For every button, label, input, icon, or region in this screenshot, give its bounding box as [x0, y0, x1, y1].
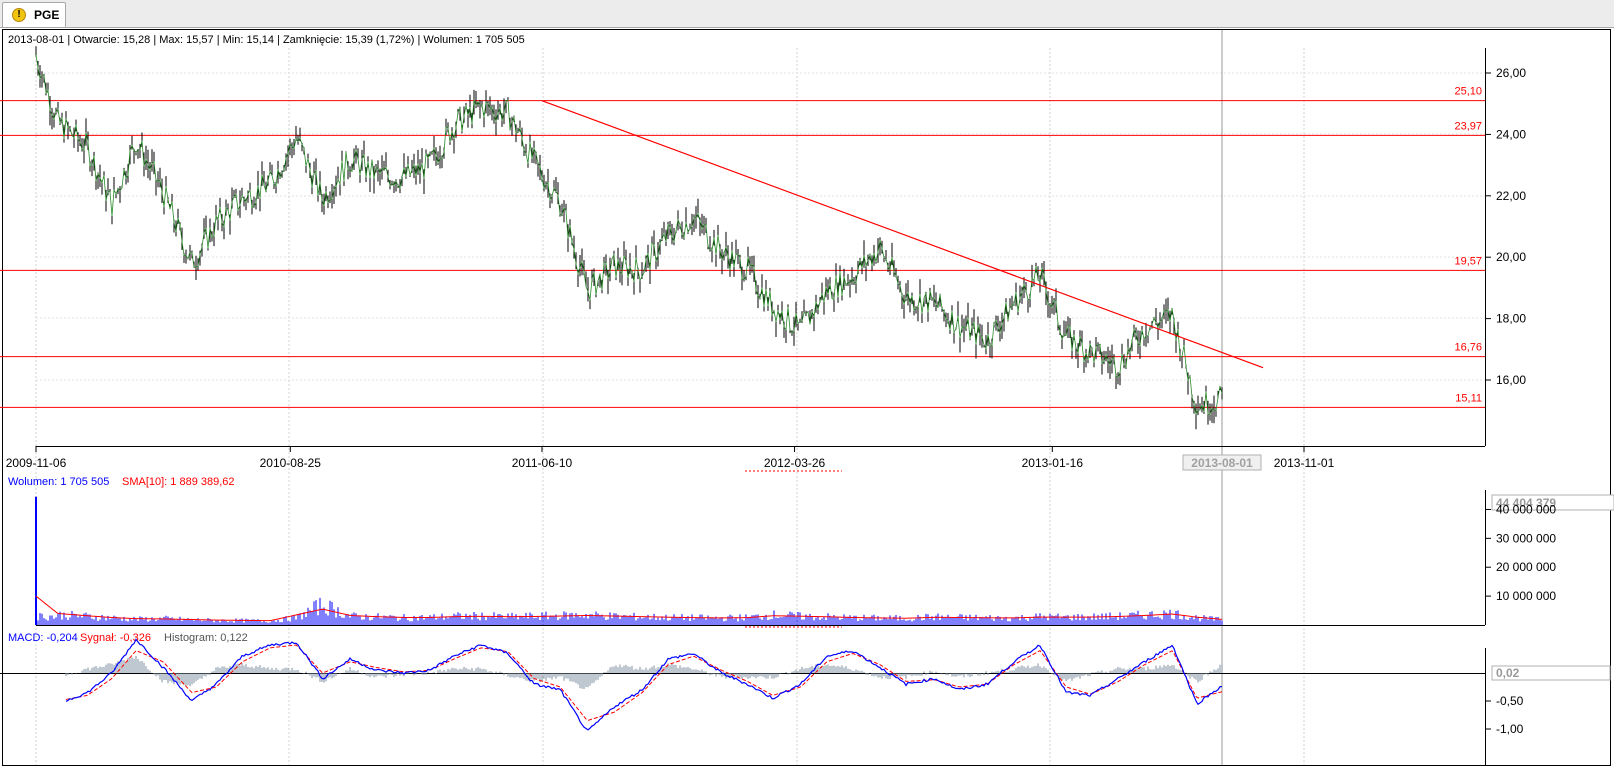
y-tick-label: 20,00 [1496, 250, 1526, 264]
legend-volume: Wolumen: 1 705 505 [8, 476, 109, 488]
x-axis: 2009-11-06 2010-08-25 2011-06-10 2012-03-26… [6, 446, 1335, 470]
y-tick-label: 16,00 [1496, 373, 1526, 387]
x-tick-label: 2009-11-06 [6, 456, 67, 470]
volume-max-box [1491, 494, 1614, 511]
level-label: 16,76 [1454, 342, 1482, 354]
legend-sma: SMA[10]: 1 889 389,62 [122, 476, 235, 488]
macd-line [65, 638, 1223, 731]
y-tick-label: 18,00 [1496, 312, 1526, 326]
price-y-axis: 26,00 24,00 22,00 20,00 18,00 16,00 [1485, 66, 1526, 387]
vertical-gridlines [35, 48, 1305, 765]
legend-macd: MACD: -0,204 [8, 632, 78, 644]
price-series [35, 46, 1223, 430]
warning-icon: ! [12, 8, 26, 22]
macd-value-box [1491, 665, 1611, 681]
volume-sma-line [35, 595, 1223, 622]
y-tick-label: 26,00 [1496, 66, 1526, 80]
x-tick-label: 2010-08-25 [260, 456, 322, 470]
support-resistance-levels: 25,10 23,97 19,57 16,76 15,11 [0, 86, 1485, 408]
level-label: 15,11 [1455, 392, 1482, 404]
date-highlight-label: 2013-08-01 [1191, 456, 1253, 470]
x-tick-label: 2013-01-16 [1022, 456, 1084, 470]
macd-value-label: 0,02 [1496, 666, 1520, 680]
level-label: 23,97 [1454, 120, 1482, 132]
date-highlight-box [1182, 454, 1262, 471]
macd-y-tick-label: -1,00 [1496, 722, 1524, 736]
volume-y-axis: 40 000 000 30 000 000 20 000 000 10 000 000 [1485, 502, 1556, 603]
horizontal-gridlines [36, 72, 1485, 381]
x-tick-label: 2013-11-01 [1274, 456, 1335, 470]
volume-y-tick-label: 30 000 000 [1496, 531, 1556, 545]
legend-histogram: Histogram: 0,122 [164, 632, 248, 644]
y-tick-label: 22,00 [1496, 189, 1526, 203]
x-tick-label: 2012-03-26 [764, 456, 826, 470]
x-tick-label: 2011-06-10 [512, 456, 573, 470]
level-label: 25,10 [1454, 86, 1482, 98]
tab-pge[interactable]: ! PGE [2, 2, 66, 27]
tab-bar: ! PGE [0, 0, 1614, 28]
macd-y-axis: -0,50 -1,00 [1485, 694, 1524, 736]
volume-max-label: 44 404 379 [1496, 496, 1556, 510]
volume-y-tick-label: 20 000 000 [1496, 560, 1556, 574]
tab-label: PGE [34, 8, 60, 22]
legend-signal: Sygnał: -0,326 [80, 632, 151, 644]
trendline [541, 100, 1264, 369]
signal-line [65, 644, 1223, 721]
info-text: 2013-08-01 | Otwarcie: 15,28 | Max: 15,5… [8, 34, 525, 46]
macd-y-tick-label: -0,50 [1496, 694, 1524, 708]
volume-y-tick-label: 40 000 000 [1496, 502, 1556, 516]
price-close-line [35, 54, 1223, 416]
level-label: 19,57 [1454, 255, 1482, 267]
volume-bars [35, 496, 1223, 625]
chart-area[interactable]: 2013-08-01 | Otwarcie: 15,28 | Max: 15,5… [0, 28, 1614, 768]
y-tick-label: 24,00 [1496, 127, 1526, 141]
volume-y-tick-label: 10 000 000 [1496, 589, 1556, 603]
